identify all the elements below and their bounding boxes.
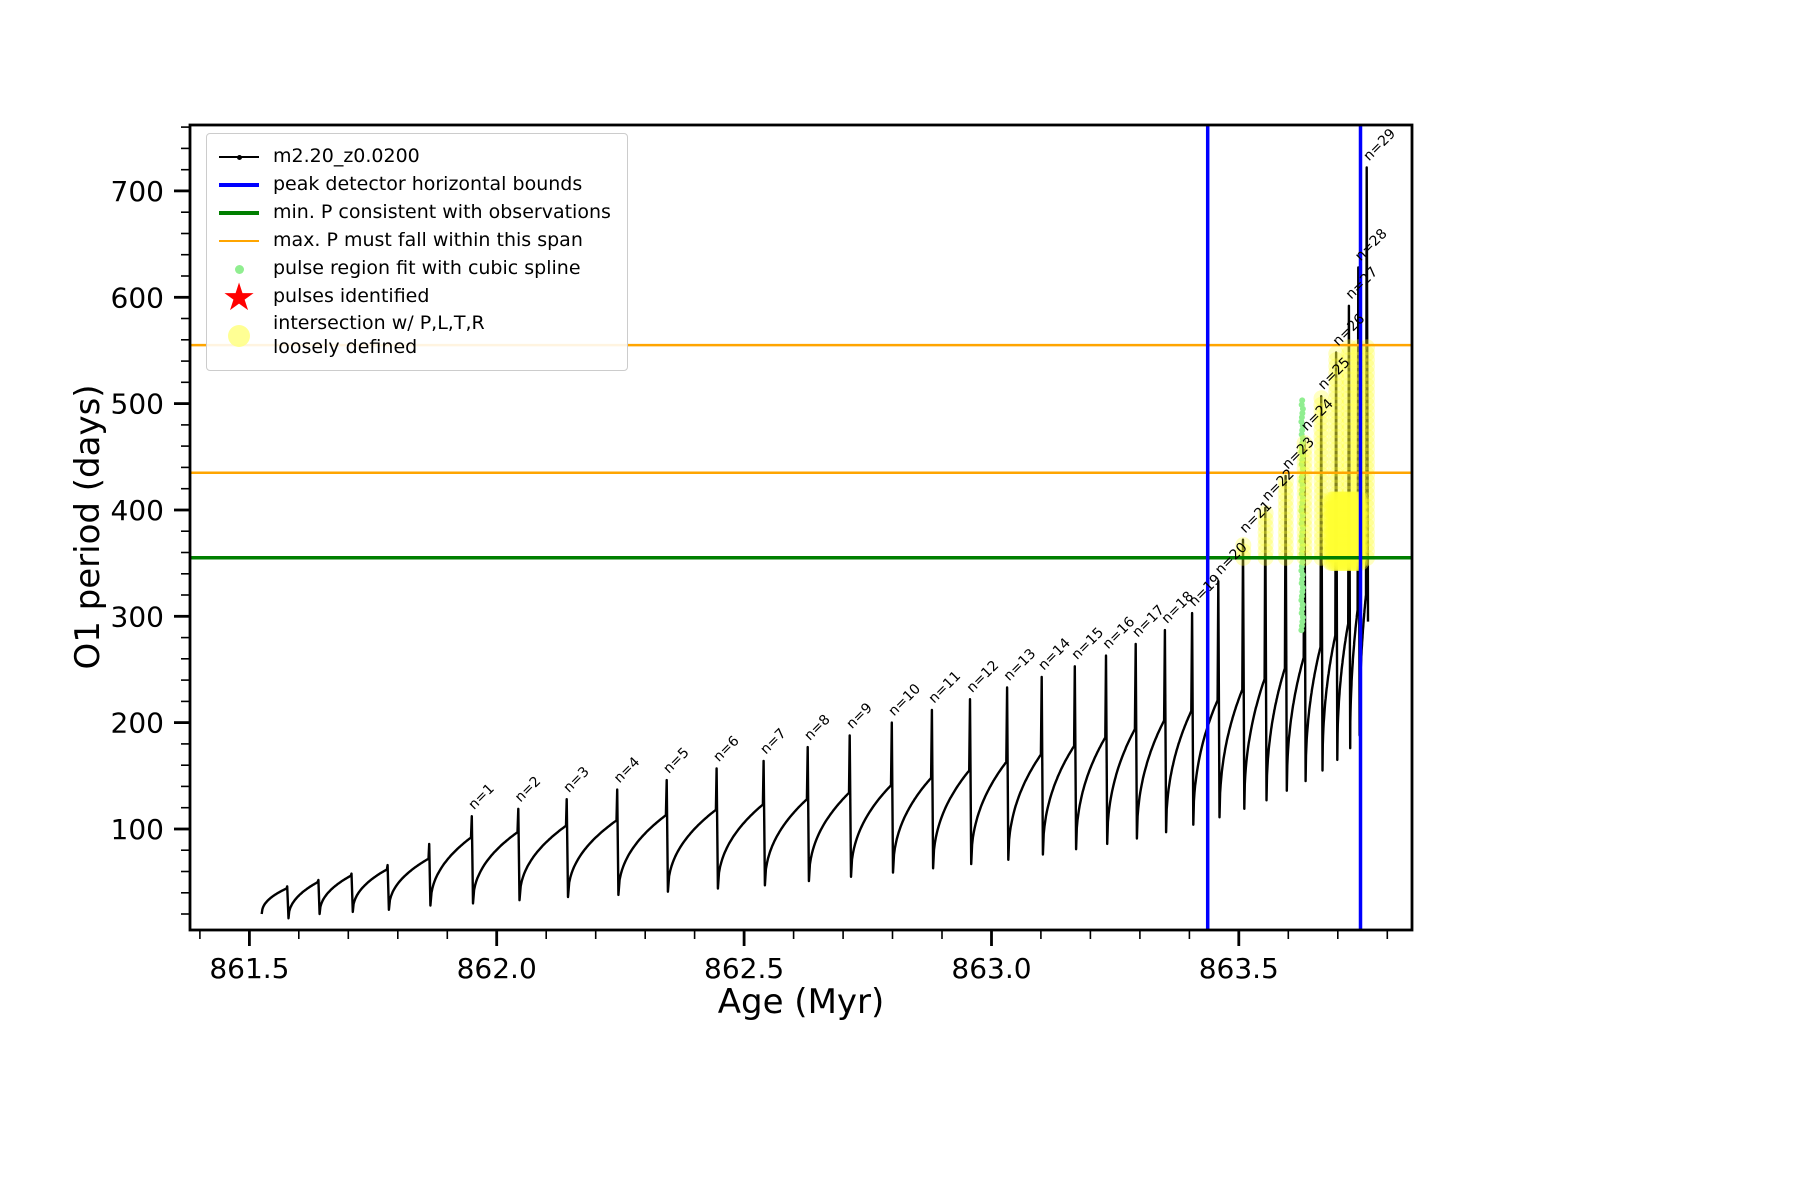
legend-label: pulses identified xyxy=(273,285,429,309)
axes-frame xyxy=(188,123,1414,932)
line-legend-marker xyxy=(215,239,263,243)
legend-label-line1: peak detector horizontal bounds xyxy=(273,173,583,196)
x-tick-label: 861.5 xyxy=(209,952,289,985)
pulse-label-n5: n=5 xyxy=(660,745,692,777)
legend-item-6: intersection w/ P,L,T,R loosely defined xyxy=(215,312,611,360)
line-dot-legend-marker xyxy=(215,154,263,160)
legend-label-line1: max. P must fall within this span xyxy=(273,229,583,252)
legend-item-5: ★ pulses identified xyxy=(215,275,611,319)
star-icon: ★ xyxy=(221,275,257,319)
legend-item-0: m2.20_z0.0200 xyxy=(215,144,611,170)
line-legend-marker xyxy=(215,211,263,215)
dot-legend-marker xyxy=(215,264,263,274)
legend-label: peak detector horizontal bounds xyxy=(273,173,582,197)
legend-item-2: min. P consistent with observations xyxy=(215,200,611,226)
y-axis-label: O1 period (days) xyxy=(68,384,108,670)
pulse-label-n29: n=29 xyxy=(1361,126,1399,164)
legend-label-line1: pulse region fit with cubic spline xyxy=(273,257,581,280)
y-tick-label: 700 xyxy=(111,175,164,208)
legend-label-line1: pulses identified xyxy=(273,285,430,308)
y-tick-label: 100 xyxy=(111,813,164,846)
circle-legend-marker xyxy=(215,324,263,347)
x-axis-label: Age (Myr) xyxy=(717,982,885,1022)
y-tick-label: 500 xyxy=(111,388,164,421)
pulse-label-n3: n=3 xyxy=(561,764,593,796)
pulse-label-n13: n=13 xyxy=(1001,646,1039,684)
pulse-label-n11: n=11 xyxy=(926,668,964,706)
legend-label-line1: min. P consistent with observations xyxy=(273,201,611,224)
pulse-label-n14: n=14 xyxy=(1035,635,1074,674)
bound-lines xyxy=(190,125,1412,930)
pulse-label-n17: n=17 xyxy=(1129,602,1167,640)
pulse-label-n12: n=12 xyxy=(964,658,1002,696)
x-tick-label: 863.0 xyxy=(951,952,1031,985)
y-tick-label: 400 xyxy=(111,494,164,527)
legend-label: min. P consistent with observations xyxy=(273,201,611,225)
pulse-label-n10: n=10 xyxy=(886,681,924,719)
legend-item-4: pulse region fit with cubic spline xyxy=(215,256,611,282)
series-curve xyxy=(260,166,1370,920)
legend-label-line1: m2.20_z0.0200 xyxy=(273,145,420,168)
y-tick-label: 200 xyxy=(111,707,164,740)
axis-ticks: 861.5 862.0 862.5 863.0 863.5 100 200 300 400 500… xyxy=(111,126,1389,985)
pulse-label-n9: n=9 xyxy=(844,700,876,732)
y-tick-label: 300 xyxy=(111,600,164,633)
pulse-label-n7: n=7 xyxy=(757,726,789,758)
line-legend-marker xyxy=(215,183,263,187)
y-tick-label: 600 xyxy=(111,281,164,314)
legend-label: intersection w/ P,L,T,R loosely defined xyxy=(273,312,485,360)
star-legend-marker: ★ xyxy=(215,275,263,319)
pulse-label-n28: n=28 xyxy=(1352,226,1390,264)
x-tick-label: 862.0 xyxy=(457,952,537,985)
pulse-label-n4: n=4 xyxy=(611,754,643,786)
legend-label-line1: intersection w/ P,L,T,R xyxy=(273,312,485,334)
pulse-label-n6: n=6 xyxy=(710,733,742,765)
legend-label: max. P must fall within this span xyxy=(273,229,583,253)
x-tick-label: 862.5 xyxy=(704,952,784,985)
legend-label: pulse region fit with cubic spline xyxy=(273,257,581,281)
intersection-markers xyxy=(1235,339,1375,571)
pulse-label-n8: n=8 xyxy=(801,712,833,744)
legend-label: m2.20_z0.0200 xyxy=(273,145,420,169)
legend-label-line2: loosely defined xyxy=(273,335,418,358)
x-tick-label: 863.5 xyxy=(1199,952,1279,985)
pulse-label-n1: n=1 xyxy=(466,781,498,813)
spline-fit-markers xyxy=(1298,397,1306,634)
legend-item-3: max. P must fall within this span xyxy=(215,228,611,254)
series-m2.20_z0.0200 xyxy=(260,166,1370,920)
pulse-label-n2: n=2 xyxy=(512,773,544,805)
legend-item-1: peak detector horizontal bounds xyxy=(215,172,611,198)
